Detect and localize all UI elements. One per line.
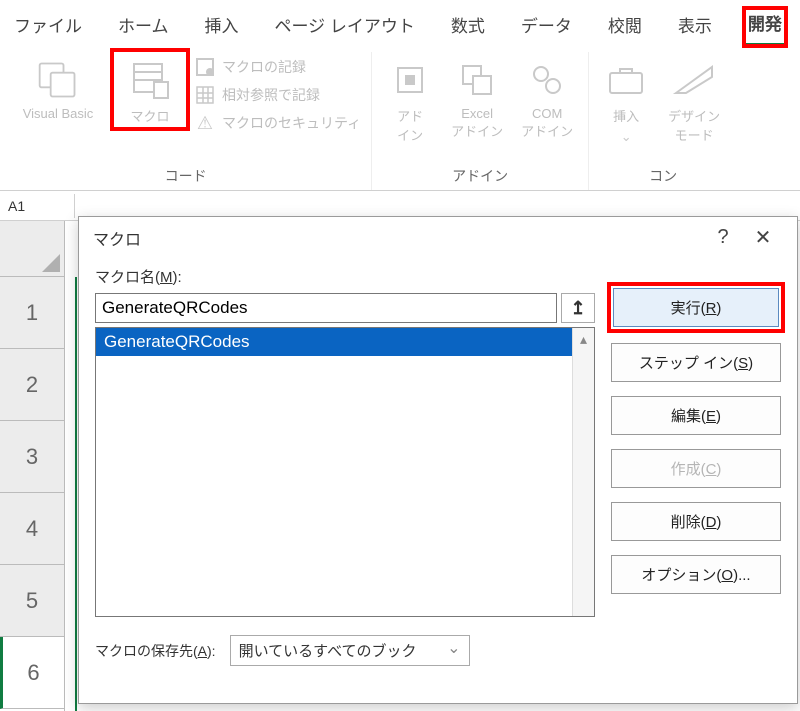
group-label-controls: コン — [599, 164, 727, 190]
com-addin-icon — [525, 58, 569, 102]
ribbon-group-controls: 挿入 ⌄ デザイン モード コン — [589, 52, 737, 190]
design-mode-label: デザイン モード — [668, 106, 720, 144]
tab-file[interactable]: ファイル — [10, 10, 86, 45]
record-macro-label: マクロの記録 — [222, 57, 306, 77]
com-addin-label: COM アドイン — [521, 106, 573, 140]
macro-security-label: マクロのセキュリティ — [222, 113, 361, 133]
chevron-down-icon: ⌄ — [621, 129, 632, 145]
relative-ref-label: 相対参照で記録 — [222, 85, 320, 105]
tab-formulas[interactable]: 数式 — [447, 10, 489, 45]
run-button[interactable]: 実行(R) — [613, 288, 779, 327]
edit-button[interactable]: 編集(E) — [611, 396, 781, 435]
warning-icon: ⚠ — [194, 112, 216, 134]
macro-save-combobox[interactable]: 開いているすべてのブック — [230, 635, 470, 666]
tab-developer[interactable]: 開発 — [744, 8, 786, 46]
addin-label: アド イン — [397, 106, 423, 144]
create-button[interactable]: 作成(C) — [611, 449, 781, 488]
list-item[interactable]: GenerateQRCodes — [96, 328, 594, 356]
dialog-title: マクロ — [93, 226, 141, 250]
insert-control-button[interactable]: 挿入 ⌄ — [599, 52, 653, 147]
excel-addin-icon — [455, 58, 499, 102]
help-button[interactable]: ? — [703, 226, 743, 249]
tab-data[interactable]: データ — [517, 10, 576, 45]
row-header[interactable]: 2 — [0, 349, 64, 421]
addin-icon — [388, 58, 432, 102]
dialog-titlebar: マクロ ? ✕ — [79, 217, 797, 258]
visual-basic-button[interactable]: Visual Basic — [10, 52, 106, 123]
delete-button[interactable]: 削除(D) — [611, 502, 781, 541]
toolbox-icon — [604, 58, 648, 102]
row-header[interactable]: 6 — [0, 637, 64, 709]
tab-review[interactable]: 校閲 — [604, 10, 646, 45]
excel-addin-button[interactable]: Excel アドイン — [446, 52, 508, 142]
ruler-icon — [672, 58, 716, 102]
macro-name-label: マクロ名(M): — [95, 266, 595, 287]
insert-control-label: 挿入 — [613, 106, 639, 125]
scrollbar[interactable]: ▴ — [572, 328, 594, 616]
macro-dialog: マクロ ? ✕ マクロ名(M): ↥ GenerateQRCodes ▴ マクロ… — [78, 216, 798, 704]
select-all-corner[interactable] — [0, 221, 64, 277]
macro-button[interactable]: マクロ — [114, 52, 186, 127]
grid-icon — [194, 84, 216, 106]
ribbon-group-addins: アド イン Excel アドイン COM アドイン アドイン — [372, 52, 589, 190]
macro-name-input[interactable] — [95, 293, 557, 323]
tab-pagelayout[interactable]: ページ レイアウト — [271, 10, 419, 45]
options-button[interactable]: オプション(O)... — [611, 555, 781, 594]
macro-security-button[interactable]: ⚠ マクロのセキュリティ — [194, 112, 361, 134]
macro-save-label: マクロの保存先(A): — [95, 641, 216, 661]
macro-listbox[interactable]: GenerateQRCodes ▴ — [95, 327, 595, 617]
record-icon — [194, 56, 216, 78]
vb-icon — [36, 58, 80, 102]
tab-home[interactable]: ホーム — [114, 10, 173, 45]
tab-view[interactable]: 表示 — [674, 10, 716, 45]
tab-insert[interactable]: 挿入 — [201, 10, 243, 45]
row-header[interactable]: 3 — [0, 421, 64, 493]
macro-label: マクロ — [130, 106, 169, 125]
up-arrow-icon: ↥ — [570, 298, 585, 319]
group-label-addins: アドイン — [382, 164, 578, 190]
design-mode-button[interactable]: デザイン モード — [661, 52, 727, 146]
record-macro-button[interactable]: マクロの記録 — [194, 56, 361, 78]
refedit-collapse-button[interactable]: ↥ — [561, 293, 595, 323]
ribbon-tabs: ファイル ホーム 挿入 ページ レイアウト 数式 データ 校閲 表示 開発 — [0, 0, 800, 46]
scroll-up-icon: ▴ — [573, 328, 594, 350]
visual-basic-label: Visual Basic — [23, 106, 94, 121]
close-button[interactable]: ✕ — [743, 225, 783, 250]
ribbon-group-code: Visual Basic マクロ マクロの記録 — [0, 52, 372, 190]
ribbon: Visual Basic マクロ マクロの記録 — [0, 46, 800, 191]
name-box[interactable]: A1 — [0, 194, 75, 218]
row-header[interactable]: 4 — [0, 493, 64, 565]
row-header[interactable]: 1 — [0, 277, 64, 349]
group-label-code: コード — [10, 164, 361, 190]
excel-addin-label: Excel アドイン — [451, 106, 503, 140]
macro-icon — [128, 58, 172, 102]
com-addin-button[interactable]: COM アドイン — [516, 52, 578, 142]
row-header[interactable]: 5 — [0, 565, 64, 637]
relative-ref-button[interactable]: 相対参照で記録 — [194, 84, 361, 106]
step-in-button[interactable]: ステップ イン(S) — [611, 343, 781, 382]
addin-button[interactable]: アド イン — [382, 52, 438, 146]
